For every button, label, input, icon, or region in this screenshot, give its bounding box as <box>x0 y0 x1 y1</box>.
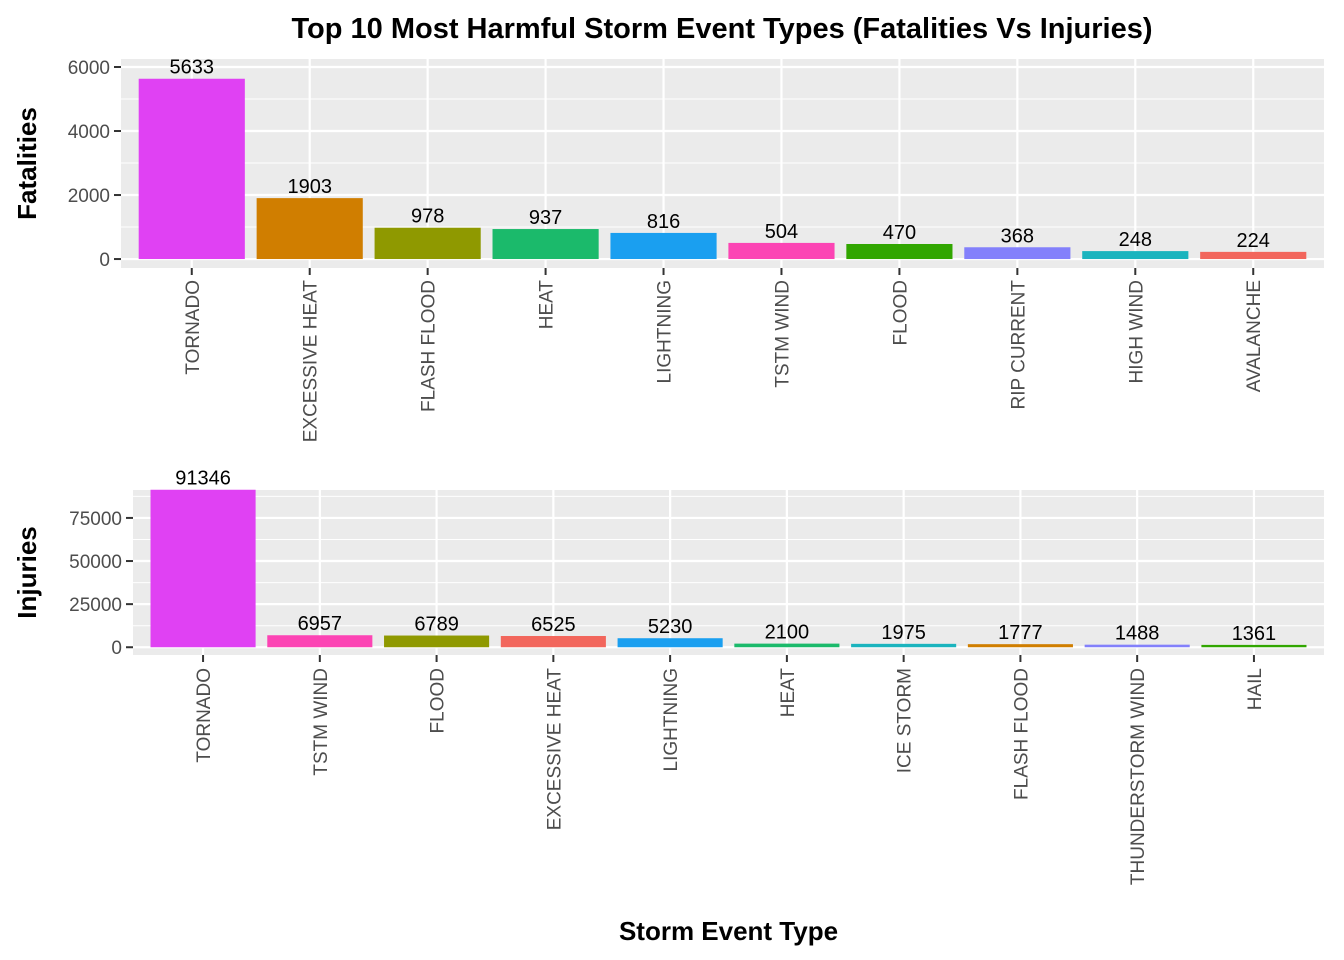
y-tick-label: 50000 <box>69 552 122 573</box>
bar-avalanche <box>1200 251 1307 260</box>
data-label: 937 <box>529 207 562 229</box>
bar-flood <box>846 243 953 260</box>
bar-tstm-wind <box>267 635 373 648</box>
data-label: 1777 <box>998 622 1043 644</box>
data-label: 224 <box>1237 230 1270 252</box>
x-tick-label: ICE STORM <box>895 668 916 773</box>
x-tick-label: TSTM WIND <box>311 668 332 776</box>
data-label: 1488 <box>1115 623 1160 645</box>
data-label: 5633 <box>170 57 215 79</box>
y-axis-title: Fatalities <box>12 107 42 220</box>
bar-ice-storm <box>851 643 957 648</box>
y-tick-label: 0 <box>111 638 122 659</box>
bar-rip-current <box>964 247 1071 260</box>
bar-flood <box>384 635 490 648</box>
x-tick-label: LIGHTNING <box>661 668 682 771</box>
bar-lightning <box>617 638 723 648</box>
x-tick-label: FLOOD <box>428 668 449 733</box>
data-label: 6525 <box>531 614 576 636</box>
y-tick-label: 75000 <box>69 509 122 530</box>
x-tick-label: TORNADO <box>194 668 215 763</box>
x-tick-label: LIGHTNING <box>655 280 676 383</box>
bar-tornado <box>138 78 245 260</box>
data-label: 470 <box>883 222 916 244</box>
bar-hail <box>1201 644 1307 648</box>
data-label: 6957 <box>298 613 343 635</box>
y-tick-label: 2000 <box>68 186 110 207</box>
bar-heat <box>734 643 840 648</box>
bar-flash-flood <box>967 644 1073 648</box>
x-tick-label: HEAT <box>778 668 799 718</box>
data-label: 368 <box>1001 225 1034 247</box>
x-tick-label: FLASH FLOOD <box>419 280 440 412</box>
bar-thunderstorm-wind <box>1084 644 1190 648</box>
data-label: 248 <box>1119 229 1152 251</box>
chart-title: Top 10 Most Harmful Storm Event Types (F… <box>291 13 1152 45</box>
x-tick-label: EXCESSIVE HEAT <box>301 280 322 443</box>
x-tick-label: FLOOD <box>890 280 911 345</box>
bar-tstm-wind <box>728 242 835 260</box>
data-label: 1975 <box>881 622 926 644</box>
y-axis-title: Injuries <box>12 526 42 618</box>
x-tick-label: EXCESSIVE HEAT <box>544 668 565 831</box>
x-tick-label: THUNDERSTORM WIND <box>1128 668 1149 885</box>
x-tick-label: HEAT <box>537 280 558 330</box>
y-tick-label: 0 <box>99 250 110 271</box>
y-tick-label: 25000 <box>69 595 122 616</box>
data-label: 91346 <box>175 468 231 490</box>
data-label: 1361 <box>1232 623 1277 645</box>
x-tick-label: RIP CURRENT <box>1008 280 1029 410</box>
data-label: 5230 <box>648 616 693 638</box>
data-label: 978 <box>411 206 444 228</box>
bar-high-wind <box>1082 251 1189 260</box>
x-axis-title: Storm Event Type <box>619 916 838 946</box>
bar-excessive-heat <box>256 198 363 260</box>
y-tick-label: 4000 <box>68 122 110 143</box>
x-tick-label: TSTM WIND <box>772 280 793 388</box>
x-tick-label: HIGH WIND <box>1126 280 1147 383</box>
data-label: 816 <box>647 211 680 233</box>
x-tick-label: FLASH FLOOD <box>1011 668 1032 800</box>
bar-heat <box>492 229 599 260</box>
bar-excessive-heat <box>500 635 606 648</box>
x-tick-label: HAIL <box>1245 668 1266 710</box>
data-label: 504 <box>765 221 798 243</box>
x-tick-label: TORNADO <box>183 280 204 375</box>
data-label: 6789 <box>414 614 459 636</box>
bar-lightning <box>610 232 717 260</box>
data-label: 2100 <box>765 622 810 644</box>
y-tick-label: 6000 <box>68 58 110 79</box>
bar-flash-flood <box>374 227 481 260</box>
x-tick-label: AVALANCHE <box>1244 280 1265 392</box>
data-label: 1903 <box>287 176 332 198</box>
bar-tornado <box>150 489 256 648</box>
